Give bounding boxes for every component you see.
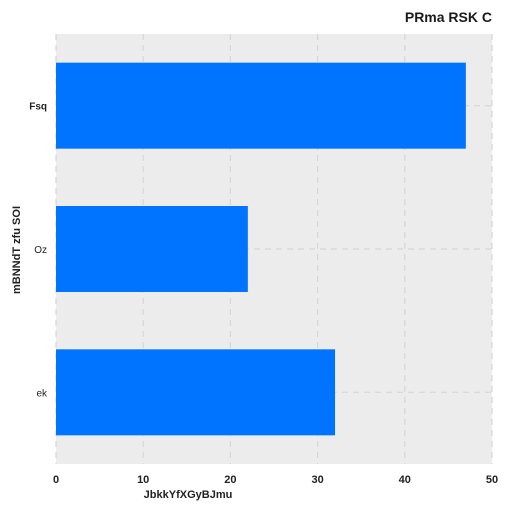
y-axis-label: mBNNdT zfu SOI — [11, 206, 23, 294]
tick-labels: 0 10 20 30 40 50 Fsq Oz ek — [29, 102, 498, 486]
x-axis-label: JbkkYfXGyBJmu — [144, 489, 233, 501]
x-tick-label: 50 — [486, 474, 498, 486]
y-tick-label: ek — [36, 388, 48, 399]
y-tick-label: Oz — [34, 245, 47, 256]
chart-title: PRma RSK C — [405, 9, 492, 25]
bar-oz — [56, 206, 248, 292]
x-tick-label: 0 — [53, 474, 59, 486]
x-tick-label: 40 — [399, 474, 411, 486]
x-tick-label: 30 — [311, 474, 323, 486]
x-tick-label: 10 — [137, 474, 149, 486]
y-tick-label: Fsq — [29, 102, 47, 113]
bars — [56, 62, 466, 436]
bar-fsq — [56, 62, 466, 149]
x-tick-label: 20 — [224, 474, 236, 486]
bar-ek — [56, 349, 336, 436]
